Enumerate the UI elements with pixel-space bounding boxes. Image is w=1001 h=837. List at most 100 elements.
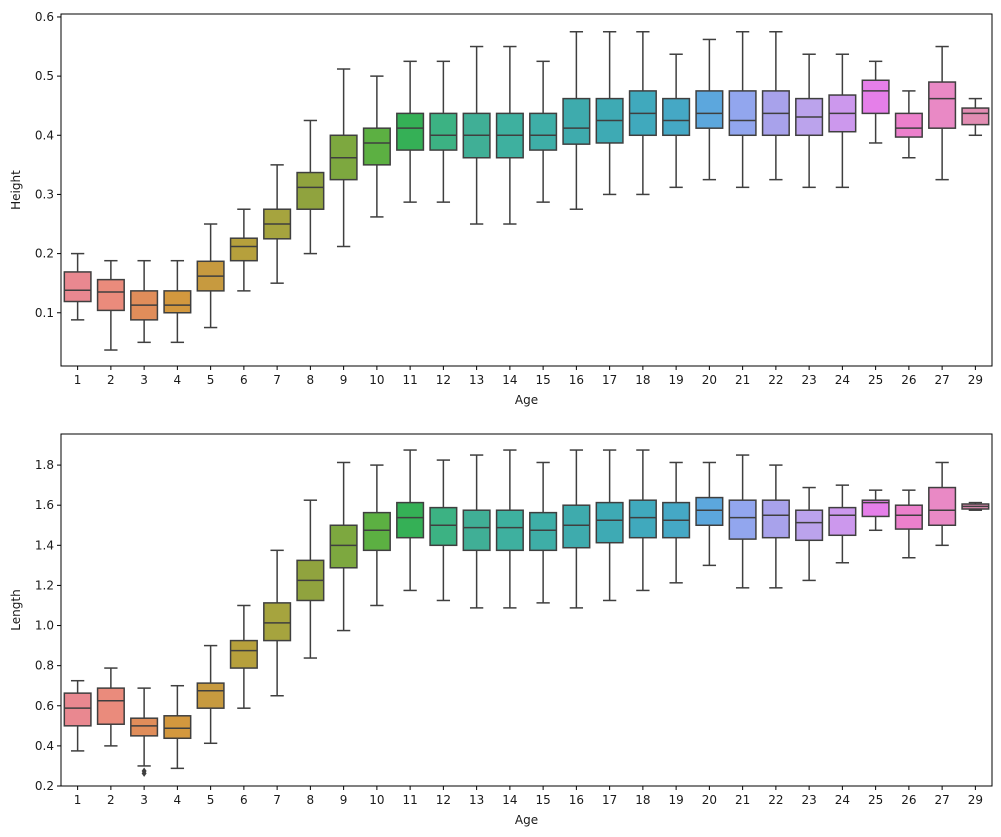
box-height-age-23 bbox=[795, 53, 824, 189]
x-tick-label: 11 bbox=[402, 793, 417, 807]
box-height-age-20 bbox=[695, 38, 724, 181]
box-body bbox=[429, 506, 458, 547]
x-tick-label: 29 bbox=[968, 373, 983, 387]
x-tick-label: 23 bbox=[801, 793, 816, 807]
x-tick-label: 15 bbox=[535, 793, 550, 807]
box-height-age-29 bbox=[961, 97, 990, 137]
x-tick-label: 24 bbox=[835, 793, 850, 807]
length-panel: 0.20.40.60.81.01.21.41.61.81 2 3 4 5 6 7 8 9 10 11… bbox=[9, 433, 993, 827]
box-length-age-5 bbox=[196, 644, 225, 745]
box-length-age-15 bbox=[529, 461, 558, 604]
box-height-age-13 bbox=[462, 45, 491, 225]
box-height-age-14 bbox=[495, 45, 524, 225]
x-tick-label: 1 bbox=[74, 373, 82, 387]
x-tick-label: 17 bbox=[602, 373, 617, 387]
height-axes-frame bbox=[60, 13, 993, 367]
x-tick-label: 26 bbox=[901, 793, 916, 807]
x-tick-label: 17 bbox=[602, 793, 617, 807]
box-height-age-22 bbox=[761, 30, 790, 181]
box-body bbox=[928, 81, 957, 129]
y-axis-label: Height bbox=[9, 170, 23, 210]
y-tick-label: 1.6 bbox=[35, 498, 54, 512]
box-length-age-26 bbox=[894, 489, 923, 559]
box-body bbox=[529, 511, 558, 552]
x-tick-label: 6 bbox=[240, 793, 248, 807]
box-height-age-21 bbox=[728, 30, 757, 189]
y-tick-label: 0.5 bbox=[35, 69, 54, 83]
box-body bbox=[163, 290, 192, 314]
x-tick-label: 21 bbox=[735, 373, 750, 387]
box-height-age-1 bbox=[63, 252, 92, 321]
box-length-age-22 bbox=[761, 464, 790, 589]
box-body bbox=[495, 509, 524, 552]
box-body bbox=[329, 524, 358, 569]
x-tick-label: 20 bbox=[702, 373, 717, 387]
y-tick-label: 0.3 bbox=[35, 187, 54, 201]
box-body bbox=[362, 127, 391, 166]
x-tick-label: 13 bbox=[469, 373, 484, 387]
x-tick-label: 3 bbox=[140, 793, 148, 807]
y-tick-label: 0.6 bbox=[35, 699, 54, 713]
x-tick-label: 19 bbox=[668, 373, 683, 387]
box-height-age-16 bbox=[562, 30, 591, 210]
box-height-age-8 bbox=[296, 119, 325, 255]
box-height-age-24 bbox=[828, 53, 857, 189]
x-tick-label: 10 bbox=[369, 373, 384, 387]
x-tick-label: 22 bbox=[768, 793, 783, 807]
box-length-age-12 bbox=[429, 459, 458, 602]
x-tick-label: 20 bbox=[702, 793, 717, 807]
box-body bbox=[63, 692, 92, 727]
x-tick-label: 27 bbox=[934, 793, 949, 807]
x-tick-label: 27 bbox=[934, 373, 949, 387]
y-tick-label: 1.2 bbox=[35, 578, 54, 592]
x-tick-label: 9 bbox=[340, 793, 348, 807]
x-tick-label: 5 bbox=[207, 373, 215, 387]
box-height-age-4 bbox=[163, 259, 192, 344]
x-tick-label: 9 bbox=[340, 373, 348, 387]
box-body bbox=[562, 97, 591, 145]
box-body bbox=[595, 501, 624, 544]
box-body bbox=[861, 79, 890, 115]
x-tick-label: 10 bbox=[369, 793, 384, 807]
box-length-age-8 bbox=[296, 499, 325, 659]
box-body bbox=[861, 499, 890, 518]
box-height-age-5 bbox=[196, 223, 225, 329]
box-height-age-3 bbox=[130, 259, 159, 344]
box-body bbox=[130, 717, 159, 737]
box-body bbox=[163, 715, 192, 740]
box-body bbox=[894, 112, 923, 138]
y-tick-label: 0.1 bbox=[35, 306, 54, 320]
box-length-age-6 bbox=[229, 604, 258, 709]
x-axis-label: Age bbox=[515, 813, 538, 827]
box-length-age-27 bbox=[928, 461, 957, 547]
box-body bbox=[695, 90, 724, 129]
box-height-age-2 bbox=[96, 259, 125, 351]
box-body bbox=[761, 499, 790, 539]
x-tick-label: 5 bbox=[207, 793, 215, 807]
box-body bbox=[628, 499, 657, 539]
box-height-age-17 bbox=[595, 30, 624, 196]
box-height-age-19 bbox=[662, 53, 691, 189]
box-length-age-20 bbox=[695, 461, 724, 567]
box-body bbox=[562, 504, 591, 549]
box-length-age-25 bbox=[861, 489, 890, 532]
height-panel: 0.10.20.30.40.50.61 2 3 4 5 6 7 8 9 10 11 12 13 14 15 1… bbox=[9, 10, 993, 407]
x-tick-label: 18 bbox=[635, 793, 650, 807]
x-tick-label: 25 bbox=[868, 373, 883, 387]
box-body bbox=[229, 639, 258, 669]
y-tick-label: 0.8 bbox=[35, 659, 54, 673]
length-axes-frame bbox=[60, 433, 993, 787]
box-height-age-12 bbox=[429, 60, 458, 203]
box-height-age-18 bbox=[628, 30, 657, 196]
box-length-age-21 bbox=[728, 454, 757, 589]
y-tick-label: 1.8 bbox=[35, 458, 54, 472]
x-tick-label: 22 bbox=[768, 373, 783, 387]
box-length-age-14 bbox=[495, 449, 524, 609]
x-tick-label: 1 bbox=[74, 793, 82, 807]
box-length-age-29 bbox=[961, 501, 990, 511]
box-body bbox=[429, 112, 458, 151]
box-length-age-24 bbox=[828, 484, 857, 564]
box-body bbox=[229, 237, 258, 262]
x-tick-label: 23 bbox=[801, 373, 816, 387]
